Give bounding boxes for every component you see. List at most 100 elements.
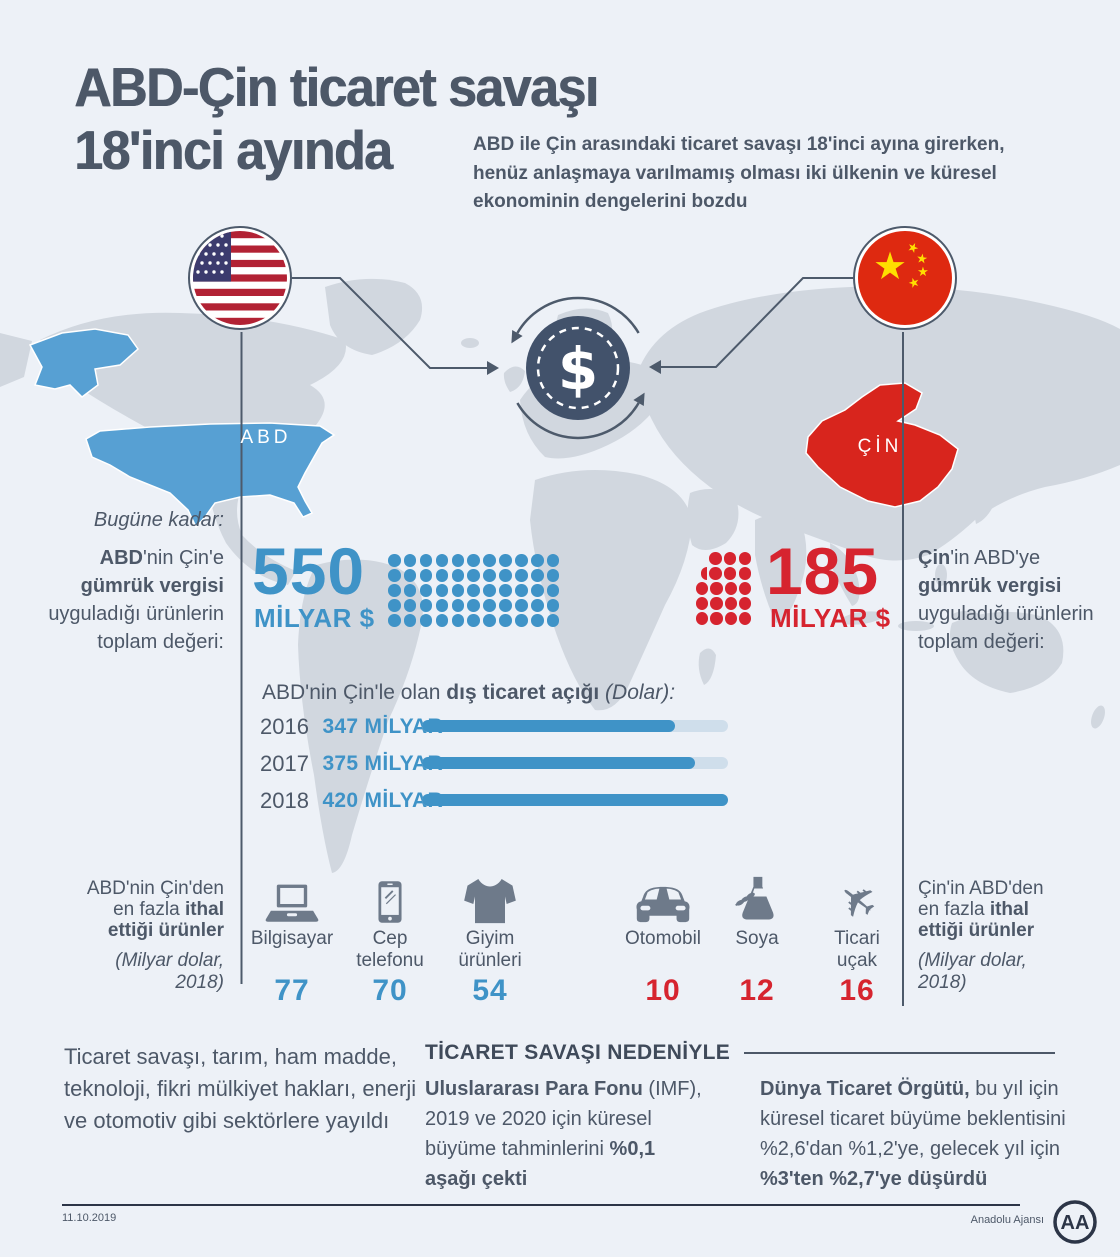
us-tariff-dot <box>388 554 401 567</box>
us-tariff-dot-grid <box>388 554 560 627</box>
trade-deficit-chart-title: ABD'nin Çin'le olan dış ticaret açığı (D… <box>262 681 675 705</box>
china-tariff-dot <box>738 612 751 625</box>
us-tariff-dot <box>467 584 480 597</box>
china-tariff-dot <box>709 567 722 580</box>
laptop-icon <box>237 872 347 924</box>
us-imp-note2: 2018) <box>175 972 224 993</box>
us-tariff-dot <box>435 614 449 627</box>
page-subtitle: ABD ile Çin arasındaki ticaret savaşı 18… <box>473 134 1005 212</box>
china-tariff-dot <box>724 612 737 625</box>
us-tariff-dot <box>499 569 512 582</box>
sweater-icon <box>435 872 545 924</box>
cn-desc-line3: uyguladığı ürünlerin <box>918 603 1094 625</box>
item-label: Cep telefonu <box>335 928 445 974</box>
china-tariff-dot <box>696 582 709 595</box>
item-value: 54 <box>472 974 508 1007</box>
china-tariff-dot <box>738 597 751 610</box>
us-tariff-dot <box>515 584 528 597</box>
item-label-line1: Giyim <box>465 928 515 949</box>
svg-text:★: ★ <box>904 239 921 257</box>
us-to-hub-line <box>292 277 488 369</box>
us-tariff-dot <box>403 569 417 582</box>
map-label-cin: ÇİN <box>857 436 903 457</box>
bar-year: 2018 <box>260 788 309 813</box>
item-label-line2: uçak <box>836 950 878 971</box>
alaska-map-shape <box>28 328 140 398</box>
us-tariff-dot <box>483 584 496 597</box>
item-label: Soya <box>702 928 812 974</box>
japan <box>973 461 1000 524</box>
china-tariff-dot <box>738 582 751 595</box>
us-tariff-dot <box>388 614 401 627</box>
us-tariff-description: ABD'nin Çin'e gümrük vergisi uyguladığı … <box>0 544 224 656</box>
china-tariff-dot <box>696 612 709 625</box>
svg-text:★: ★ <box>917 265 929 280</box>
china-imports-description: Çin'in ABD'den en fazla ithal ettiği ürü… <box>918 878 1118 994</box>
madagascar <box>698 648 716 685</box>
bar-value-label: 347 MİLYAR <box>322 715 443 738</box>
sector-spread-note: Ticaret savaşı, tarım, ham madde, teknol… <box>64 1044 417 1133</box>
china-tariff-description: Çin'in ABD'ye gümrük vergisi uyguladığı … <box>918 544 1120 656</box>
us-tariff-dot <box>515 614 528 627</box>
china-tariff-dot <box>710 582 723 595</box>
us-tariff-dot <box>467 599 480 612</box>
us-tariff-dot <box>403 584 417 597</box>
bar-track <box>422 794 728 806</box>
china-tariff-dot <box>723 567 737 580</box>
us-tariff-dot <box>531 599 544 612</box>
item-label: Giyim ürünleri <box>435 928 545 974</box>
us-tariff-dot <box>451 554 465 567</box>
item-label-line1: Cep <box>372 928 408 949</box>
import-item-car: Otomobil 10 <box>608 872 718 1008</box>
cn-desc-line1: Çin'in ABD'ye <box>918 544 1120 572</box>
us-tariff-dot <box>531 584 544 597</box>
china-tariff-dot-grid <box>694 552 751 627</box>
us-flag-icon <box>188 226 292 330</box>
bar-value-label: 420 MİLYAR <box>322 789 443 812</box>
us-imp-note: (Milyar dolar, 2018) <box>0 950 224 994</box>
us-desc-party-rest: 'nin Çin'e <box>142 547 224 569</box>
item-value: 10 <box>645 974 681 1007</box>
us-tariff-dot <box>388 599 401 612</box>
china-tariff-value: 185 <box>766 534 880 608</box>
china-to-hub-line <box>660 277 853 368</box>
us-tariff-dot <box>419 599 433 612</box>
us-tariff-dot <box>499 599 512 612</box>
china-tariff-dot <box>738 567 751 580</box>
china-tariff-dot <box>724 597 737 610</box>
us-tariff-dot <box>403 599 417 612</box>
us-tariff-dot <box>546 614 560 627</box>
us-tariff-dot <box>546 554 560 567</box>
continent-greenland <box>325 278 423 355</box>
us-tariff-dot <box>435 569 449 582</box>
wto-bold1: Dünya Ticaret Örgütü, <box>760 1078 970 1100</box>
us-tariff-dot <box>419 554 433 567</box>
item-label: Bilgisayar <box>237 928 347 974</box>
consequences-heading: TİCARET SAVAŞI NEDENİYLE <box>425 1041 731 1064</box>
us-tariff-dot <box>467 569 480 582</box>
us-tariff-dot <box>467 614 480 627</box>
us-tariff-dot <box>435 584 449 597</box>
bar-year: 2017 <box>260 751 309 776</box>
us-desc-line4: toplam değeri: <box>97 631 224 653</box>
china-tariff-dot <box>709 552 722 565</box>
car-icon <box>608 872 718 924</box>
item-label-line2: ürünleri <box>458 950 522 971</box>
us-tariff-dot <box>451 599 465 612</box>
wto-note: Dünya Ticaret Örgütü, bu yıl için kürese… <box>760 1074 1090 1194</box>
new-zealand <box>1091 705 1105 729</box>
us-tariff-dot <box>499 584 512 597</box>
us-desc-party: ABD <box>99 547 143 569</box>
footer-divider <box>62 1204 1020 1206</box>
us-imp-line1: ABD'nin Çin'den <box>86 878 224 899</box>
cn-desc-line4: toplam değeri: <box>918 631 1045 653</box>
heading-rule <box>744 1052 1055 1054</box>
china-tariff-half-dot <box>700 567 707 580</box>
cn-desc-party: Çin <box>918 547 951 569</box>
china-flag-icon: ★ ★ ★ ★ ★ <box>853 226 957 330</box>
us-imp-line2-pre: en fazla <box>113 899 185 920</box>
us-tariff-unit: MİLYAR $ <box>254 603 375 633</box>
wto-bold2: %3'ten %2,7'ye düşürdü <box>760 1168 988 1190</box>
aa-logo-text: AA <box>1061 1212 1090 1234</box>
cn-imp-note2: 2018) <box>918 972 967 993</box>
